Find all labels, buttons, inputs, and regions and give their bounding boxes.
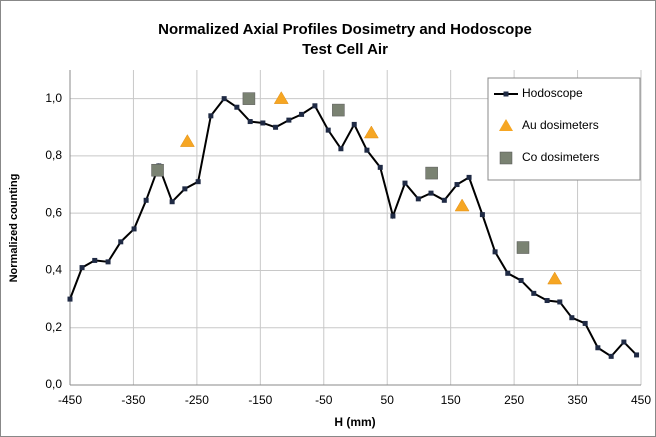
marker [531, 290, 537, 296]
y-tick-label: 0,6 [45, 205, 62, 219]
marker [351, 121, 357, 127]
marker [312, 103, 318, 109]
marker [332, 103, 345, 117]
marker [441, 197, 447, 203]
marker [466, 174, 472, 180]
x-tick-label: -150 [248, 393, 272, 407]
legend-marker [503, 91, 509, 97]
marker [234, 104, 240, 110]
marker [92, 257, 98, 263]
marker [338, 146, 344, 152]
marker [621, 339, 627, 345]
y-tick-label: 1,0 [45, 91, 62, 105]
marker [557, 299, 563, 305]
marker [299, 111, 305, 117]
marker [634, 352, 640, 358]
marker [415, 196, 421, 202]
marker [131, 226, 137, 232]
marker [516, 241, 530, 254]
marker [242, 92, 256, 105]
marker [182, 186, 188, 192]
marker [273, 124, 279, 130]
marker [325, 127, 331, 133]
marker [169, 199, 175, 205]
marker [492, 249, 498, 255]
legend-label: Au dosimeters [522, 118, 599, 132]
marker [273, 91, 289, 104]
legend-marker [499, 119, 513, 131]
marker [105, 259, 111, 265]
chart-title: Normalized Axial Profiles Dosimetry and … [158, 21, 532, 38]
marker [595, 345, 601, 351]
y-tick-label: 0,2 [45, 320, 62, 334]
marker [518, 277, 524, 283]
x-tick-label: 50 [381, 393, 395, 407]
marker [454, 182, 460, 188]
x-tick-label: -250 [185, 393, 209, 407]
marker [260, 120, 266, 126]
marker [208, 113, 214, 119]
marker [569, 315, 575, 321]
marker [363, 125, 379, 139]
legend-marker [499, 151, 513, 165]
x-tick-label: -350 [121, 393, 145, 407]
marker [425, 166, 438, 180]
marker [79, 265, 85, 271]
marker [286, 117, 292, 123]
legend-label: Co dosimeters [522, 150, 599, 164]
y-axis-label: Normalized counting [8, 174, 20, 283]
marker [179, 134, 195, 147]
y-tick-label: 0,4 [45, 263, 62, 277]
marker [118, 239, 124, 245]
marker [67, 296, 73, 302]
y-tick-label: 0,0 [45, 377, 62, 391]
marker [402, 180, 408, 186]
marker [195, 179, 201, 185]
marker [390, 213, 396, 219]
marker [364, 147, 370, 153]
x-tick-label: -450 [58, 393, 82, 407]
marker [454, 198, 470, 212]
x-tick-label: 150 [441, 393, 461, 407]
marker [221, 96, 227, 102]
marker [143, 197, 149, 203]
x-axis-label: H (mm) [334, 415, 375, 429]
marker [428, 190, 434, 196]
marker [608, 353, 614, 359]
marker [377, 164, 383, 170]
marker [547, 271, 563, 285]
legend-label: Hodoscope [522, 86, 583, 100]
marker [544, 298, 550, 304]
marker [247, 119, 253, 125]
marker [479, 212, 485, 218]
x-tick-label: 250 [504, 393, 524, 407]
x-tick-label: 450 [631, 393, 651, 407]
marker [582, 320, 588, 326]
x-tick-label: -50 [315, 393, 333, 407]
x-tick-label: 350 [568, 393, 588, 407]
marker [151, 163, 164, 177]
chart-subtitle: Test Cell Air [302, 41, 388, 58]
y-tick-label: 0,8 [45, 148, 62, 162]
marker [505, 270, 511, 276]
